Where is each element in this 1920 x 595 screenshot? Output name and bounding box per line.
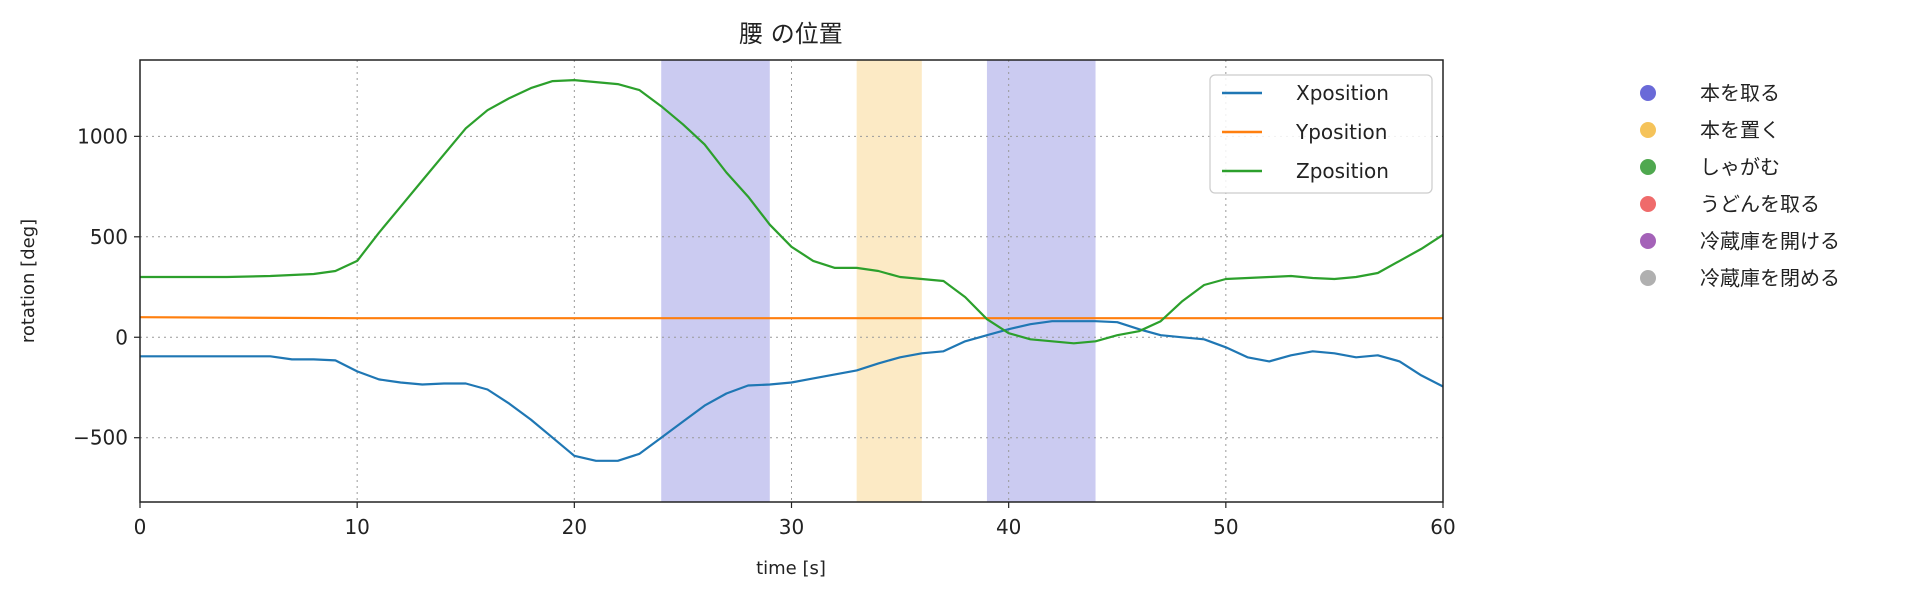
x-tick-label-3: 30	[779, 515, 804, 539]
x-tick-label-1: 10	[344, 515, 369, 539]
chart-title: 腰 の位置	[739, 20, 843, 48]
activity-legend-label-5: 冷蔵庫を閉める	[1700, 266, 1840, 290]
activity-legend-marker-3	[1640, 196, 1656, 212]
activity-legend-label-3: うどんを取る	[1700, 192, 1820, 216]
y-tick-label-3: 1000	[77, 124, 128, 148]
y-axis-label: rotation [deg]	[18, 219, 39, 343]
activity-legend-marker-0	[1640, 85, 1656, 101]
activity-span-1	[856, 60, 922, 502]
x-tick-label-6: 60	[1430, 515, 1455, 539]
activity-legend-marker-1	[1640, 122, 1656, 138]
y-tick-label-0: −500	[73, 426, 128, 450]
series-line-xposition	[140, 320, 1444, 462]
activity-legend-marker-4	[1640, 233, 1656, 249]
x-tick-label-5: 50	[1213, 515, 1238, 539]
span-layer	[661, 60, 1096, 502]
activity-legend-marker-5	[1640, 270, 1656, 286]
x-tick-label-2: 20	[562, 515, 587, 539]
series-layer	[139, 78, 1444, 462]
series-line-yposition	[139, 316, 1443, 320]
activity-span-2	[986, 60, 1096, 502]
series-legend-frame	[1209, 74, 1433, 194]
legend-label-xposition: Xposition	[1296, 81, 1389, 105]
legend-label-yposition: Yposition	[1295, 120, 1387, 144]
activity-legend-label-2: しゃがむ	[1700, 155, 1780, 179]
legend-label-zposition: Zposition	[1296, 159, 1389, 183]
y-tick-label-2: 500	[90, 225, 128, 249]
activity-legend-label-4: 冷蔵庫を開ける	[1700, 229, 1840, 253]
activity-legend-label-0: 本を取る	[1700, 81, 1780, 105]
ticks-layer: 0 10 20 30 40 50 60 −500 0 500 1000	[73, 124, 1456, 539]
x-axis-label: time [s]	[756, 558, 826, 579]
series-line-zposition	[140, 78, 1444, 345]
series-legend: Xposition Yposition Zposition	[1209, 74, 1433, 194]
x-tick-label-4: 40	[996, 515, 1021, 539]
y-tick-label-1: 0	[115, 325, 128, 349]
activity-legend-marker-2	[1640, 159, 1656, 175]
activity-span-0	[661, 60, 770, 502]
x-tick-label-0: 0	[134, 515, 147, 539]
activity-legend-label-1: 本を置く	[1700, 118, 1780, 142]
